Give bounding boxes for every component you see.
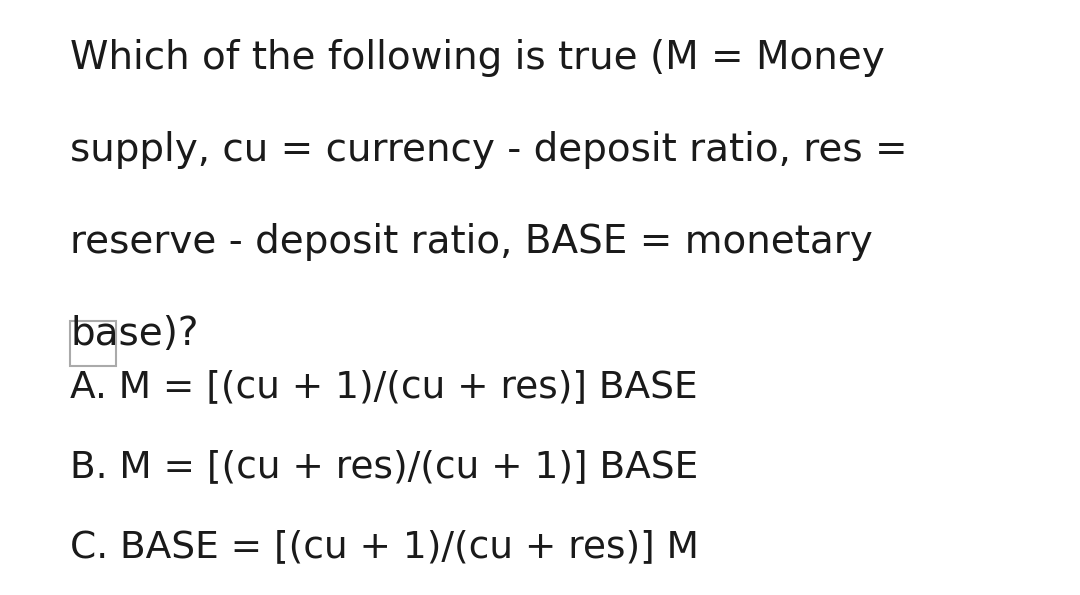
Text: A. M = [(cu + 1)/(cu + res)] BASE: A. M = [(cu + 1)/(cu + res)] BASE <box>70 369 698 405</box>
Text: C. BASE = [(cu + 1)/(cu + res)] M: C. BASE = [(cu + 1)/(cu + res)] M <box>70 530 699 566</box>
Text: Which of the following is true (M = Money: Which of the following is true (M = Mone… <box>70 39 885 77</box>
Text: B. M = [(cu + res)/(cu + 1)] BASE: B. M = [(cu + res)/(cu + 1)] BASE <box>70 449 699 486</box>
Text: reserve - deposit ratio, BASE = monetary: reserve - deposit ratio, BASE = monetary <box>70 223 873 261</box>
Text: supply, cu = currency - deposit ratio, res =: supply, cu = currency - deposit ratio, r… <box>70 131 908 169</box>
Bar <box>70 321 116 366</box>
Text: base)?: base)? <box>70 315 199 353</box>
